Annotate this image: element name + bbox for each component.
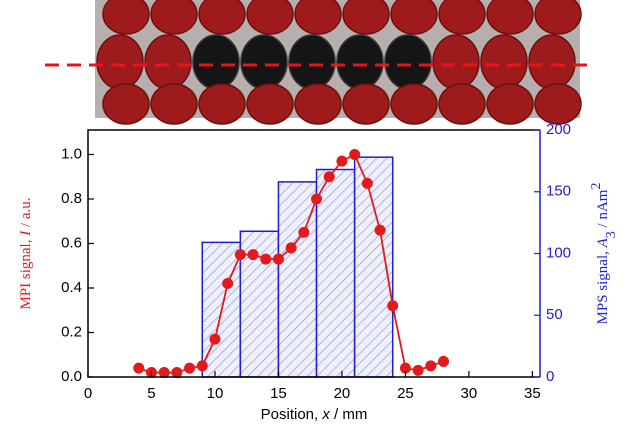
data-point [196,360,208,372]
data-point [133,362,145,374]
y-tick-label: 0.4 [61,279,82,296]
photo-tile [246,0,294,35]
data-point [361,177,373,189]
photo-tile [438,0,486,35]
photo-tile [294,83,342,125]
y2-tick-label: 100 [546,244,571,261]
photo-tile [198,0,246,35]
plot: 0 5 10 15 20 25 30 35 0.0 0.2 0.4 0.6 0.8 1.0 0 50 100 15… [18,121,618,423]
photo-tile [96,34,144,90]
data-point [184,362,196,374]
y2-tick-label: 50 [546,306,563,323]
axis-label-part: MPS signal, [595,247,611,324]
photo-tile [336,34,384,90]
data-point [425,360,437,372]
y-tick-label: 0.2 [61,323,82,340]
photo-tile [438,83,486,125]
axis-frame [87,129,540,378]
histogram-bar [315,168,356,378]
axis-label-part: / mm [330,406,368,423]
y2-tick-label: 200 [546,121,571,138]
photo-tile [246,83,294,125]
x-tick-label: 0 [84,385,92,402]
histogram-bar [239,230,280,378]
photo-tile [102,83,150,125]
photo-tile [486,83,534,125]
photo-tile [294,0,342,35]
data-point [171,367,183,379]
histogram-bar [277,181,318,378]
photo-tile [240,34,288,90]
data-point [323,171,335,183]
data-point [234,249,246,261]
x-tick-label: 10 [207,385,224,402]
photo-tile [102,0,150,35]
axis-label-part: I [18,230,34,237]
axis-label-part: x [321,406,330,423]
photo-tile [384,34,432,90]
x-tick-label: 35 [524,385,541,402]
data-point [374,224,386,236]
photo-tile [288,34,336,90]
x-tick-label: 15 [270,385,287,402]
axis-label-part: 2 [589,183,604,190]
data-point [209,333,221,345]
data-point [272,253,284,265]
photo-tile [534,83,582,125]
y-tick-label: 0.8 [61,190,82,207]
photo-tile [342,0,390,35]
x-tick-label: 20 [334,385,351,402]
axis-label-part: 3 [604,231,619,238]
photo-tile [534,0,582,35]
photo-tile [150,83,198,125]
axis-label: MPI signal, I / a.u. [18,197,34,309]
data-point [311,193,323,205]
data-point [399,362,411,374]
y-tick-label: 1.0 [61,145,82,162]
x-tick-label: 25 [397,385,414,402]
photo-tile [198,83,246,125]
photo-tile [390,0,438,35]
axis-label-part: / a.u. [18,197,34,230]
axis-label-part: / nAm [595,189,611,231]
y2-tick-label: 150 [546,183,571,200]
data-point [298,226,310,238]
photo-tile [432,34,480,90]
data-point [247,249,259,261]
sample-photo [95,0,582,125]
axis-label-part: A [595,237,611,248]
photo-tile [342,83,390,125]
photo-tile [144,34,192,90]
data-point [285,242,297,254]
y-tick-label: 0.0 [61,368,82,385]
data-point [349,148,361,160]
data-point [412,364,424,376]
axis-label: MPS signal, A3 / nAm2 [589,183,619,325]
data-point [387,300,399,312]
y-tick-label: 0.6 [61,234,82,251]
data-point [158,367,170,379]
photo-tile [480,34,528,90]
data-point [438,355,450,367]
photo-tile [192,34,240,90]
data-point [260,253,272,265]
x-tick-label: 5 [147,385,155,402]
data-point [222,278,234,290]
x-tick-label: 30 [461,385,478,402]
photo-tile [150,0,198,35]
y2-tick-label: 0 [546,368,554,385]
axis-label-part: Position, [261,406,323,423]
photo-tile [390,83,438,125]
axis-label: Position, x / mm [261,406,368,423]
data-point [336,155,348,167]
axis-label-part: MPI signal, [18,236,34,310]
photo-tile [486,0,534,35]
photo-tile [528,34,576,90]
